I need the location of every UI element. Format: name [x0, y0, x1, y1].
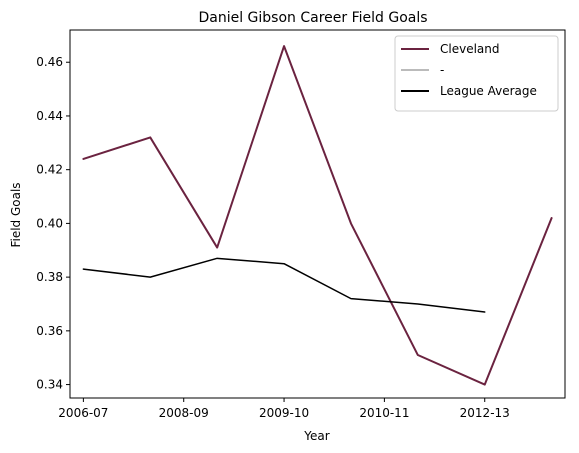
x-tick-label: 2006-07 [58, 406, 108, 420]
x-tick-label: 2008-09 [159, 406, 209, 420]
y-tick-label: 0.40 [36, 216, 63, 230]
x-axis-label: Year [303, 429, 329, 443]
y-tick-label: 0.38 [36, 270, 63, 284]
legend: Cleveland - League Average [394, 35, 559, 112]
legend-box [394, 35, 559, 112]
y-tick-label: 0.36 [36, 324, 63, 338]
x-tick-label: 2009-10 [259, 406, 309, 420]
series-layer [82, 45, 553, 386]
y-tick-label: 0.34 [36, 378, 63, 392]
legend-label: Cleveland [440, 42, 500, 56]
x-tick-label: 2010-11 [359, 406, 409, 420]
axes-layer: 0.34 0.36 0.38 0.40 0.42 0.44 0.46 2006-07 2008-… [36, 29, 566, 420]
y-tick-label: 0.42 [36, 163, 63, 177]
y-tick-label: 0.44 [36, 109, 63, 123]
y-axis-label: Field Goals [9, 182, 23, 247]
x-tick-label: 2012-13 [460, 406, 510, 420]
legend-label: - [440, 63, 444, 77]
y-tick-label: 0.46 [36, 55, 63, 69]
series-line-0 [82, 45, 553, 386]
plot-frame [69, 29, 566, 399]
chart-title: Daniel Gibson Career Field Goals [198, 10, 427, 26]
series-line-2 [82, 257, 486, 313]
legend-label: League Average [440, 84, 537, 98]
